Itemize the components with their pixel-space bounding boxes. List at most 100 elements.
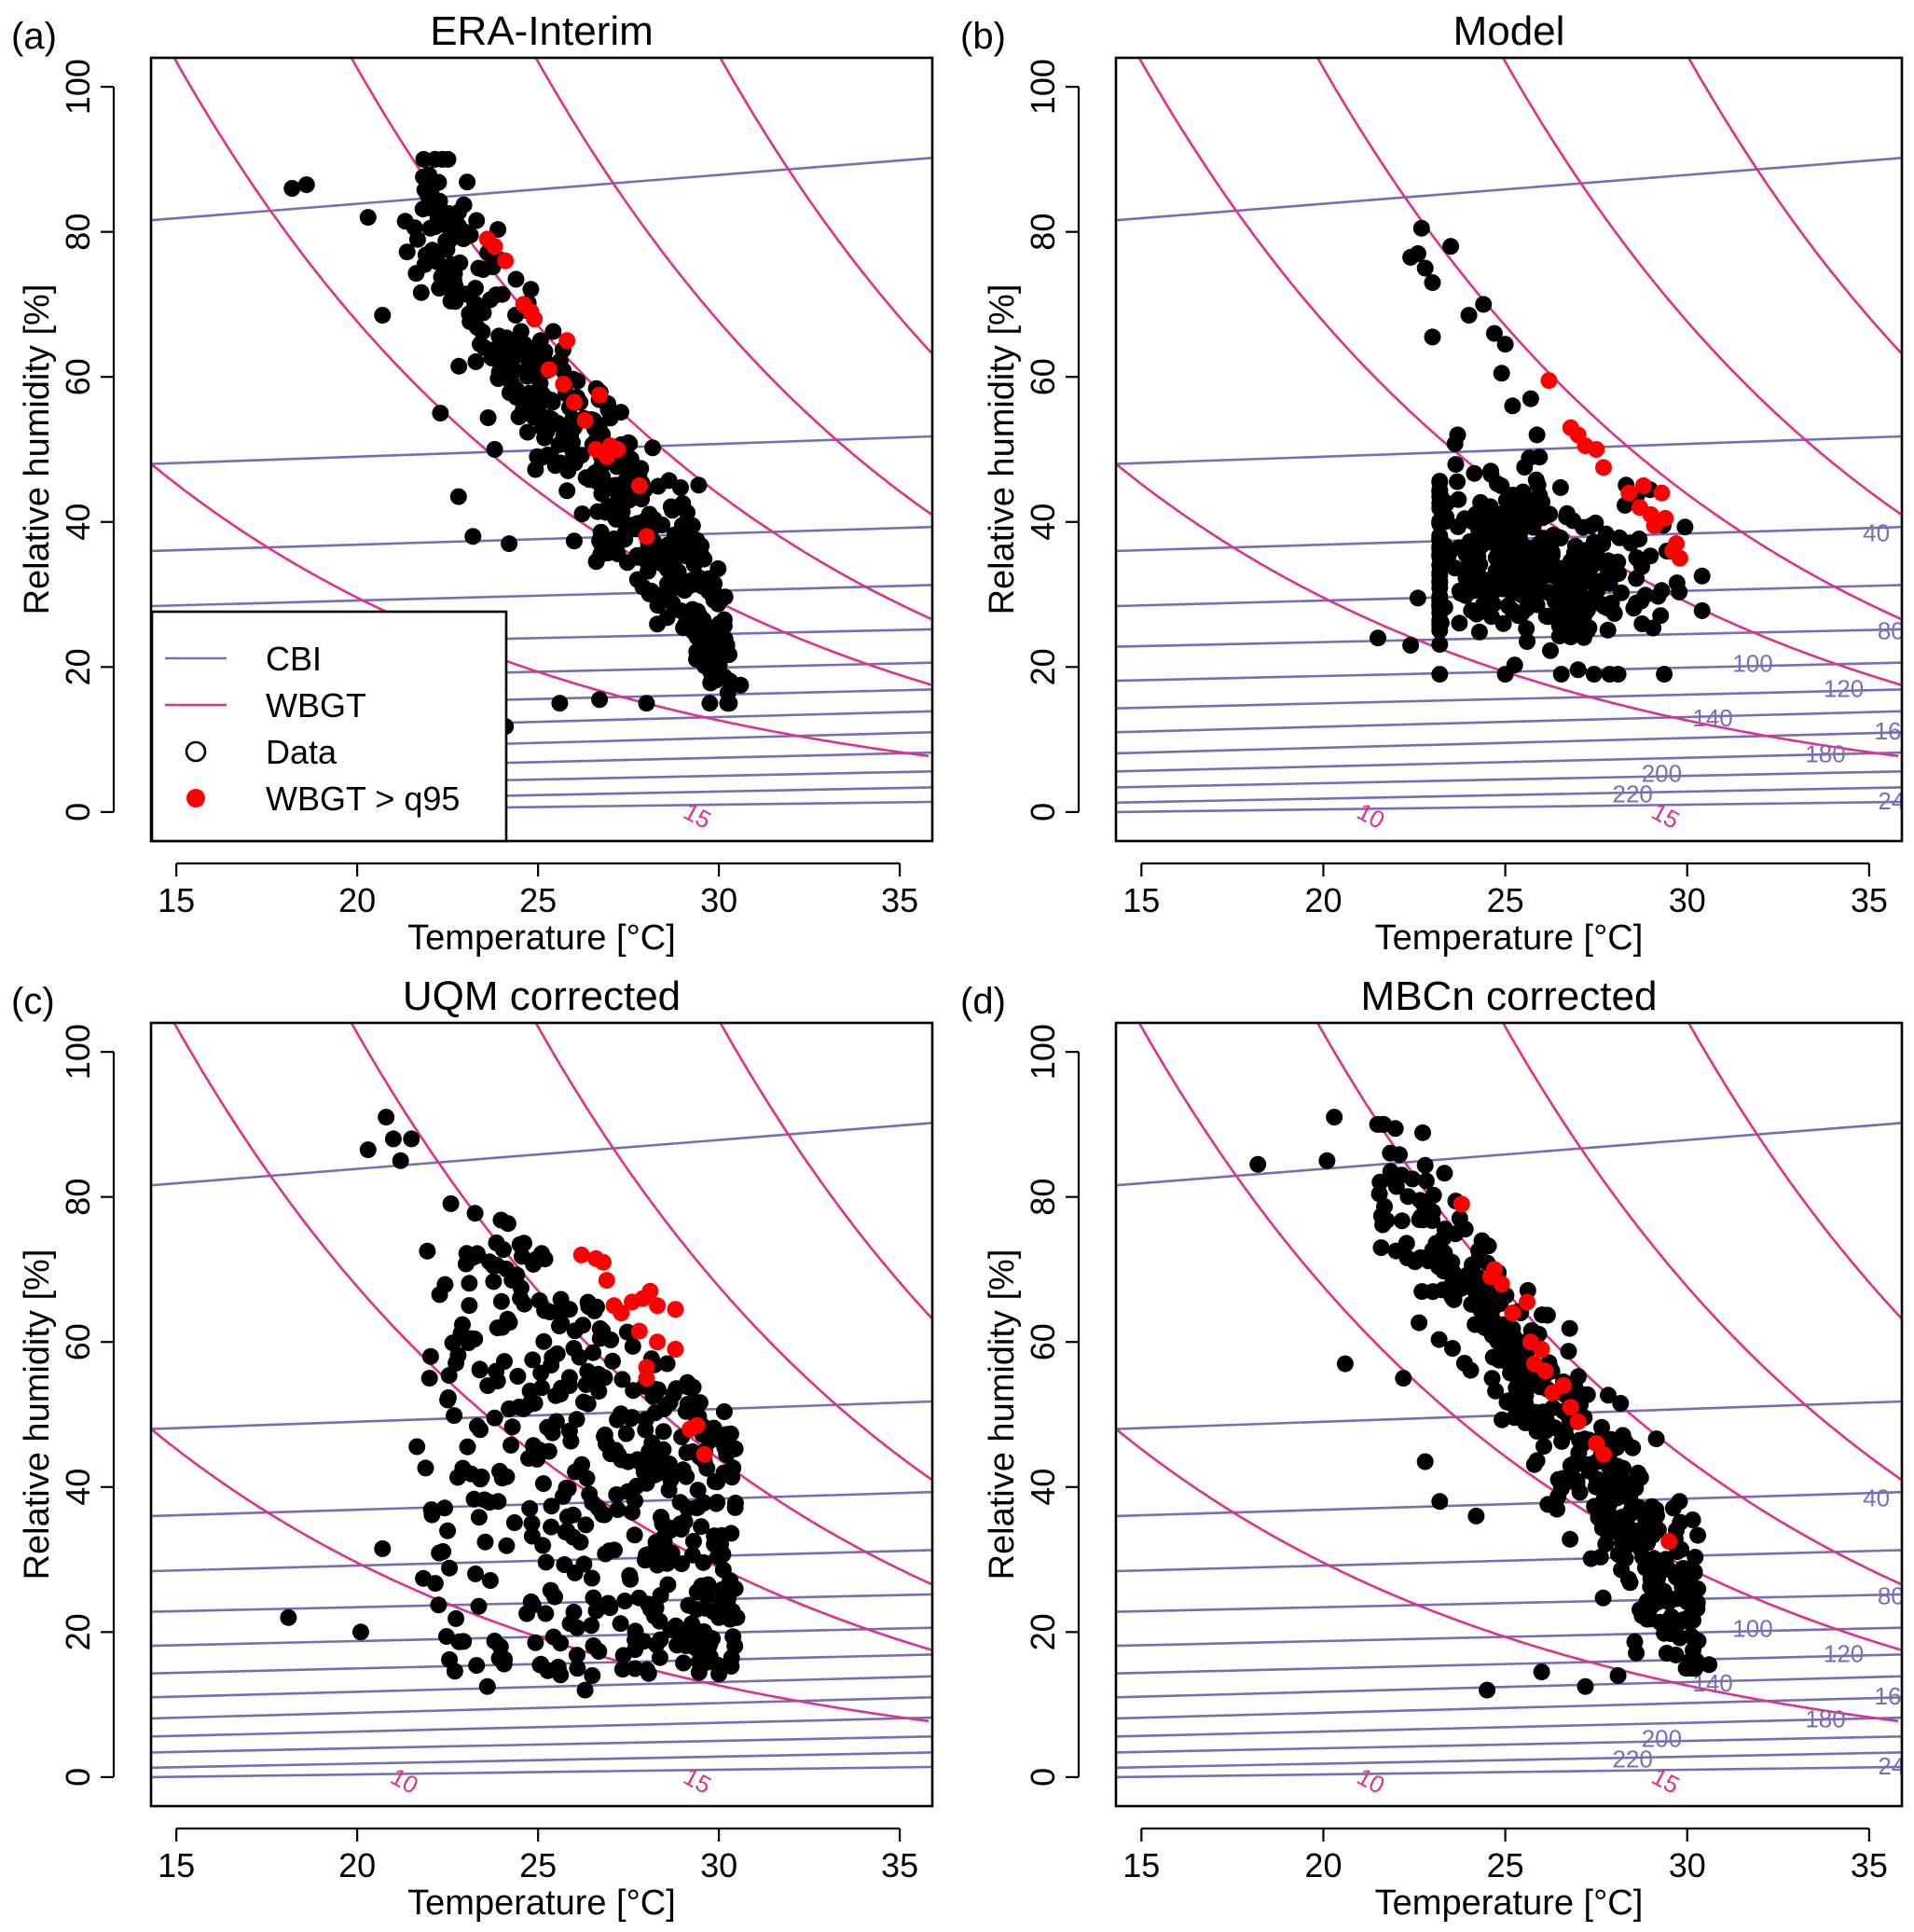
data-point <box>618 1323 636 1341</box>
data-point <box>1409 589 1426 607</box>
wbgt-contour-line <box>1687 58 1902 355</box>
y-tick-label: 20 <box>1024 648 1062 685</box>
data-point <box>488 1235 505 1251</box>
data-point <box>378 1109 395 1126</box>
data-point <box>607 509 625 527</box>
data-point <box>699 1640 717 1657</box>
data-point <box>1373 1115 1391 1133</box>
data-point <box>1628 594 1645 612</box>
data-point <box>352 1623 369 1641</box>
legend-filled-circle-swatch <box>186 789 205 807</box>
cbi-contour-line <box>1116 800 1902 814</box>
data-point <box>648 1635 665 1653</box>
data-point <box>1431 1493 1449 1511</box>
data-point <box>590 1383 608 1401</box>
data-point <box>1525 568 1543 586</box>
data-point <box>690 476 708 494</box>
data-point <box>461 1275 478 1292</box>
y-tick-label: 60 <box>1024 358 1062 395</box>
data-point <box>560 1377 578 1394</box>
data-point <box>701 695 719 712</box>
data-point <box>1551 530 1569 546</box>
data-point <box>1472 537 1490 555</box>
data-point <box>573 505 591 523</box>
data-point <box>1494 1411 1511 1428</box>
data-point <box>1554 1470 1572 1487</box>
data-point <box>491 1462 508 1480</box>
data-point <box>1652 607 1670 625</box>
data-point <box>616 1593 634 1609</box>
data-point <box>447 217 464 235</box>
exceed-point <box>1671 549 1688 567</box>
x-tick-label: 25 <box>519 881 557 919</box>
data-point <box>439 1391 457 1409</box>
data-point <box>392 1152 409 1169</box>
cbi-contour-label: 160 <box>1874 717 1914 745</box>
y-tick-label: 40 <box>59 504 97 541</box>
data-point <box>1376 1198 1393 1215</box>
exceed-point <box>572 1246 590 1263</box>
data-point <box>640 1549 657 1566</box>
data-point <box>1399 1188 1417 1206</box>
wbgt-contour-line <box>172 58 932 686</box>
data-point <box>1463 1295 1480 1313</box>
cbi-contour-label: 180 <box>1805 740 1845 768</box>
data-point <box>579 1362 597 1380</box>
data-point <box>503 1436 519 1454</box>
cbi-contour-line <box>1116 1765 1902 1779</box>
data-point <box>695 1495 712 1511</box>
data-point <box>714 1561 732 1579</box>
data-point <box>726 1498 744 1516</box>
data-point <box>1552 666 1570 683</box>
data-point <box>1550 605 1568 623</box>
data-point <box>649 615 667 633</box>
data-point <box>488 1256 505 1274</box>
x-tick-label: 35 <box>1851 881 1888 919</box>
data-point <box>1509 607 1527 625</box>
data-point <box>1609 553 1627 571</box>
data-point <box>1549 1500 1565 1518</box>
data-point <box>1549 1488 1567 1506</box>
data-point <box>1430 1331 1448 1348</box>
data-point <box>1632 1469 1649 1486</box>
data-point <box>464 528 482 545</box>
data-point <box>1432 556 1450 573</box>
data-point <box>1431 636 1449 654</box>
x-tick-label: 35 <box>881 881 918 919</box>
data-point <box>675 1654 693 1672</box>
legend: CBI WBGT Data WBGT > q95 <box>150 610 508 843</box>
y-tick-label: 0 <box>59 1768 97 1787</box>
data-point <box>1676 518 1694 536</box>
wbgt-contour-line <box>1687 1023 1902 1320</box>
data-point <box>1575 518 1592 536</box>
data-point <box>1462 1361 1480 1379</box>
data-point <box>1626 1633 1644 1650</box>
data-point <box>1493 365 1510 382</box>
cbi-contour-line <box>1116 751 1902 773</box>
wbgt-contour-line <box>151 462 929 758</box>
data-point <box>524 1351 542 1369</box>
data-point <box>1336 1355 1354 1373</box>
legend-label: WBGT <box>266 686 366 724</box>
data-point <box>475 1491 493 1509</box>
data-point <box>728 1608 746 1626</box>
cbi-contour-label: 220 <box>1612 780 1652 807</box>
data-point <box>1630 1536 1647 1553</box>
y-tick-label: 20 <box>59 1613 97 1650</box>
data-point <box>468 319 486 337</box>
y-axis-title: Relative humidity [%] <box>18 284 57 615</box>
data-point <box>486 1633 503 1649</box>
data-point <box>726 1637 744 1655</box>
data-point <box>280 1608 297 1626</box>
data-point <box>1436 599 1453 616</box>
data-point <box>718 1426 736 1443</box>
data-point <box>297 176 315 194</box>
cbi-contour-line <box>151 157 932 222</box>
wbgt-contour-line <box>534 1023 932 1482</box>
exceed-point <box>667 1341 684 1358</box>
data-point <box>1681 1566 1699 1583</box>
data-point <box>709 1494 726 1511</box>
data-point <box>627 1631 644 1649</box>
data-point <box>651 1649 668 1666</box>
data-point <box>487 340 504 358</box>
